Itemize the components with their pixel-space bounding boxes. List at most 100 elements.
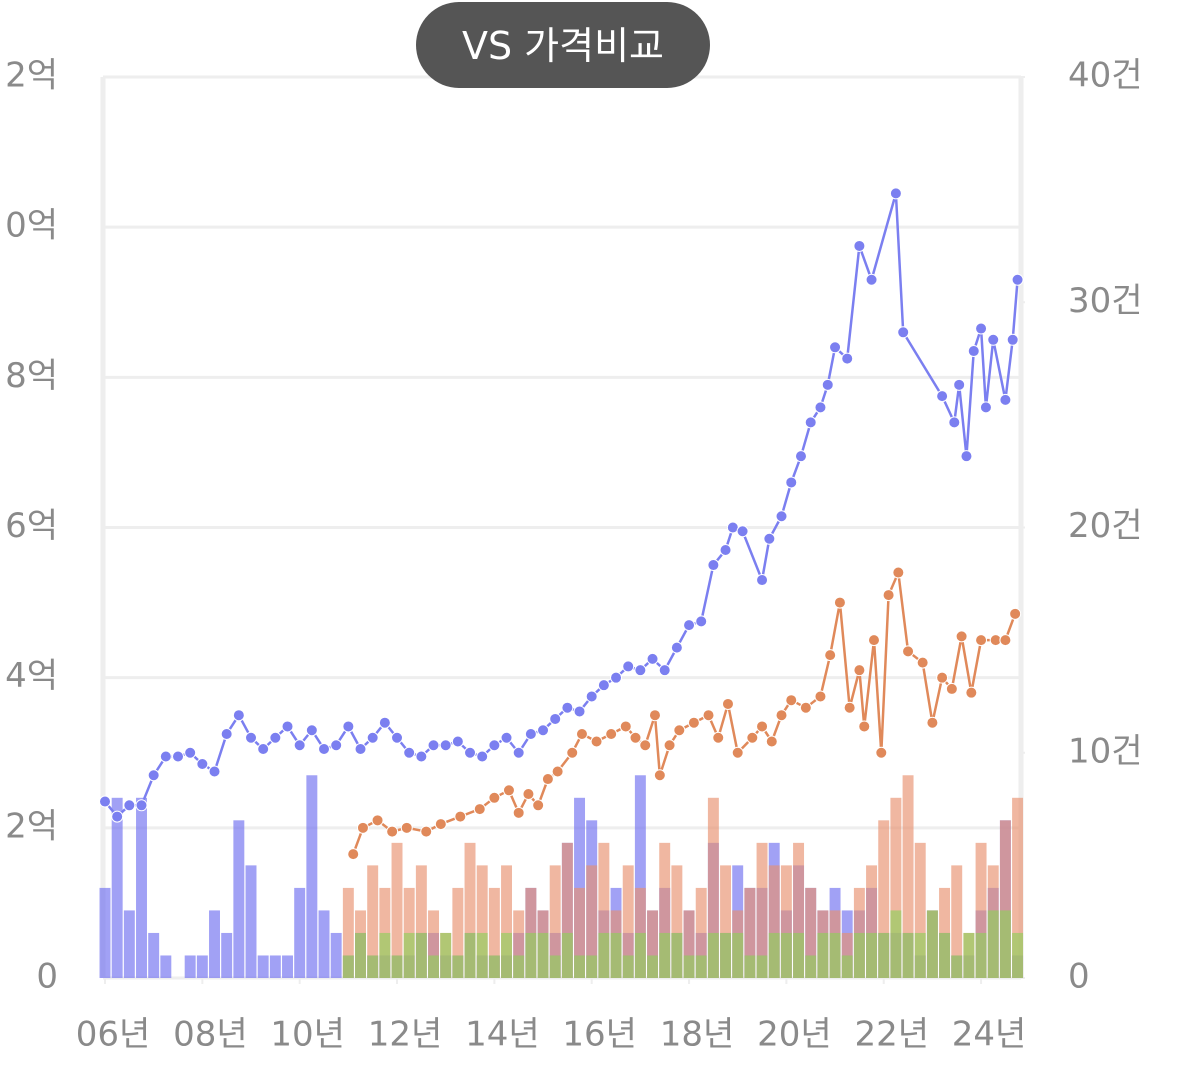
x-tick-label: 08년 — [173, 1015, 248, 1055]
bar — [732, 932, 744, 978]
price-point — [464, 746, 477, 759]
bar — [452, 955, 464, 978]
price-point — [999, 393, 1012, 406]
price-point — [687, 716, 700, 729]
bar — [452, 887, 464, 978]
bar — [780, 932, 792, 978]
bar — [780, 865, 792, 978]
bar — [488, 955, 500, 978]
price-point — [403, 746, 416, 759]
bar — [793, 932, 805, 978]
bar — [951, 865, 963, 978]
bar — [1012, 797, 1024, 978]
price-point — [476, 750, 489, 763]
price-point — [955, 630, 968, 643]
price-point — [541, 773, 554, 786]
price-point — [281, 720, 294, 733]
price-point — [936, 390, 949, 403]
bar — [975, 842, 987, 978]
price-point — [663, 739, 676, 752]
bar — [866, 932, 878, 978]
x-tick-label: 24년 — [952, 1015, 1027, 1055]
price-point — [1011, 273, 1024, 286]
price-point — [585, 690, 598, 703]
compare-button[interactable]: VS 가격비교 — [416, 2, 710, 88]
price-point — [707, 559, 720, 572]
price-point — [965, 686, 978, 699]
bar — [939, 932, 951, 978]
price-point — [356, 821, 369, 834]
price-point — [522, 788, 535, 801]
bar — [184, 955, 196, 978]
bar — [647, 910, 659, 978]
price-point — [960, 450, 973, 463]
x-tick-label: 20년 — [757, 1015, 832, 1055]
bar — [768, 932, 780, 978]
price-point — [500, 731, 513, 744]
price-point — [648, 709, 661, 722]
price-point — [371, 814, 384, 827]
price-point — [605, 727, 618, 740]
price-point — [347, 848, 360, 861]
bar — [610, 932, 622, 978]
price-point — [639, 739, 652, 752]
bar — [488, 887, 500, 978]
x-tick-label: 12년 — [368, 1015, 443, 1055]
price-point — [269, 731, 282, 744]
bar — [501, 932, 513, 978]
price-point — [184, 746, 197, 759]
price-point — [841, 352, 854, 365]
price-point — [196, 758, 209, 771]
bar — [878, 932, 890, 978]
price-point — [488, 791, 501, 804]
bar — [987, 910, 999, 978]
y-tick-label: 2억 — [5, 56, 58, 96]
price-point — [135, 799, 148, 812]
bar — [914, 842, 926, 978]
bar — [756, 955, 768, 978]
bar — [963, 932, 975, 978]
bar — [756, 842, 768, 978]
price-point — [765, 735, 778, 748]
bar — [598, 932, 610, 978]
bar — [829, 932, 841, 978]
bar — [999, 820, 1011, 978]
price-point — [721, 697, 734, 710]
bar — [549, 955, 561, 978]
price-point — [208, 765, 221, 778]
bar — [634, 932, 646, 978]
price-point — [926, 716, 939, 729]
price-point — [897, 326, 910, 339]
bar — [282, 955, 293, 978]
price-point — [653, 769, 666, 782]
price-point — [293, 739, 306, 752]
price-point — [892, 566, 905, 579]
price-point — [756, 574, 769, 587]
bar — [111, 797, 123, 978]
bar — [209, 910, 220, 978]
bar — [440, 932, 452, 978]
price-point — [305, 724, 318, 737]
x-tick-label: 16년 — [562, 1015, 637, 1055]
bar — [744, 887, 756, 978]
price-point — [902, 645, 915, 658]
price-point — [366, 731, 379, 744]
price-point — [858, 720, 871, 733]
price-point — [889, 187, 902, 200]
bar — [805, 955, 817, 978]
y-tick-label: 2억 — [5, 806, 58, 846]
price-point — [622, 660, 635, 673]
price-point — [975, 634, 988, 647]
bar — [586, 955, 598, 978]
price-point — [865, 273, 878, 286]
bar — [306, 775, 318, 978]
price-point — [731, 746, 744, 759]
price-point — [987, 333, 1000, 346]
price-point — [549, 712, 562, 725]
price-point — [916, 656, 929, 669]
bar — [525, 932, 537, 978]
bar — [659, 842, 671, 978]
price-point — [502, 784, 515, 797]
price-point — [597, 679, 610, 692]
